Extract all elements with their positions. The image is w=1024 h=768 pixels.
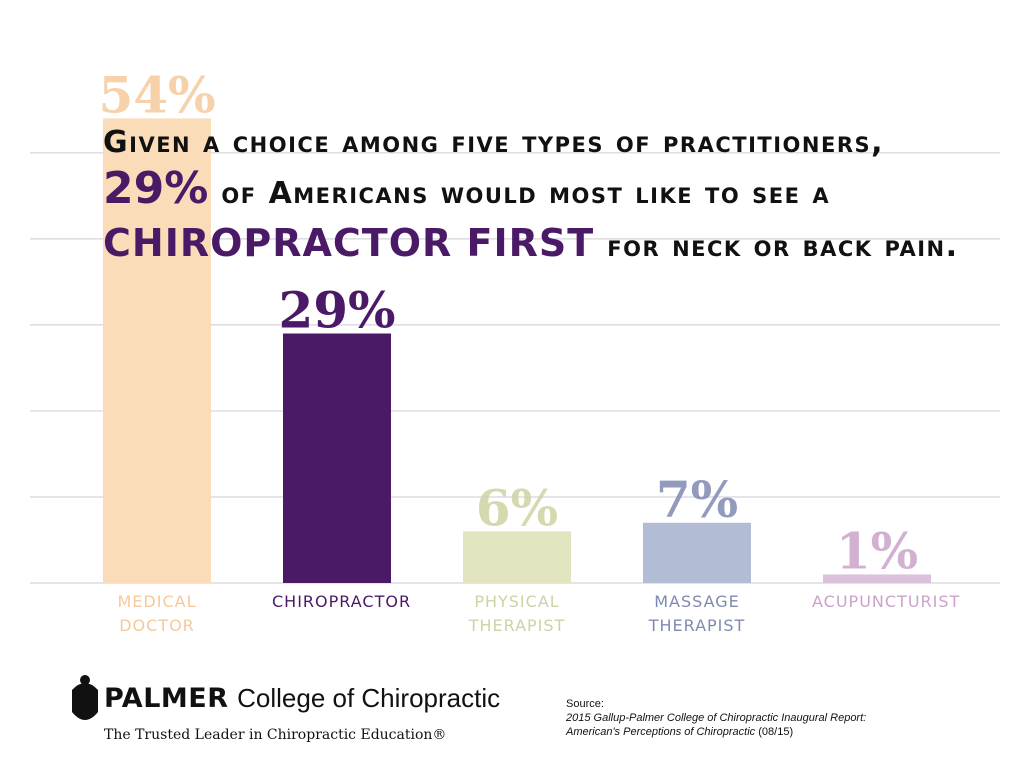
title-highlight: 29% xyxy=(103,163,208,214)
x-tick-label: MASSAGE THERAPIST xyxy=(648,592,746,635)
bar xyxy=(823,574,931,583)
source-heading: Source: xyxy=(566,698,604,710)
logo-text: PALMER College of Chiropractic xyxy=(104,683,500,714)
title-line: for neck or back pain. xyxy=(607,229,958,264)
logo-rest: College of Chiropractic xyxy=(237,683,501,713)
bar xyxy=(283,333,391,583)
value-label: 29% xyxy=(278,281,395,340)
x-tick-label: MEDICAL DOCTOR xyxy=(117,592,197,635)
x-tick-label: PHYSICAL THERAPIST xyxy=(468,592,566,635)
value-label: 7% xyxy=(656,470,738,529)
value-label: 6% xyxy=(476,478,558,537)
bar xyxy=(103,118,211,584)
logo-bold: PALMER xyxy=(104,683,229,714)
title-highlight: CHIROPRACTOR FIRST xyxy=(103,221,594,265)
bar xyxy=(643,522,751,583)
tagline: The Trusted Leader in Chiropractic Educa… xyxy=(104,727,447,743)
bars: 54% 29% 6% 7% 1% xyxy=(98,65,931,584)
value-label: 54% xyxy=(98,65,215,124)
chart-title: CHIROPRACTOR FIRST for neck or back pain… xyxy=(103,221,958,265)
chart-title: Given a choice among five types of pract… xyxy=(103,125,884,160)
x-tick-label: ACUPUNCTURIST xyxy=(812,592,961,611)
source-line: American's Perceptions of Chiropractic (… xyxy=(566,725,866,739)
title-line: Given a choice among five types of pract… xyxy=(103,125,884,160)
logo-icon xyxy=(72,675,98,720)
title-line: of Americans would most like to see a xyxy=(221,176,830,211)
bar xyxy=(463,531,571,583)
source-line: 2015 Gallup-Palmer College of Chiropract… xyxy=(566,712,867,724)
source: Source: 2015 Gallup-Palmer College of Ch… xyxy=(566,697,866,739)
value-label: 1% xyxy=(836,521,918,580)
chart-title: 29% of Americans would most like to see … xyxy=(103,163,830,214)
source-title: American's Perceptions of Chiropractic xyxy=(566,726,756,738)
source-date: (08/15) xyxy=(758,726,794,738)
x-tick-label: CHIROPRACTOR xyxy=(272,592,412,611)
